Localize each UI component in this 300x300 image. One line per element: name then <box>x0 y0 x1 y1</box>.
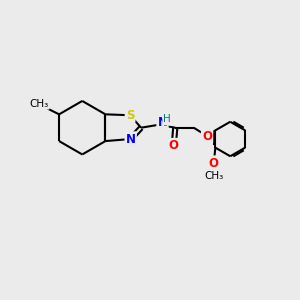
Text: N: N <box>126 133 136 146</box>
Text: CH₃: CH₃ <box>204 171 224 181</box>
Text: O: O <box>202 130 212 142</box>
Text: O: O <box>209 157 219 169</box>
Text: O: O <box>169 139 179 152</box>
Text: N: N <box>158 116 167 129</box>
Text: H: H <box>164 114 171 124</box>
Text: CH₃: CH₃ <box>29 98 49 109</box>
Text: S: S <box>126 109 134 122</box>
